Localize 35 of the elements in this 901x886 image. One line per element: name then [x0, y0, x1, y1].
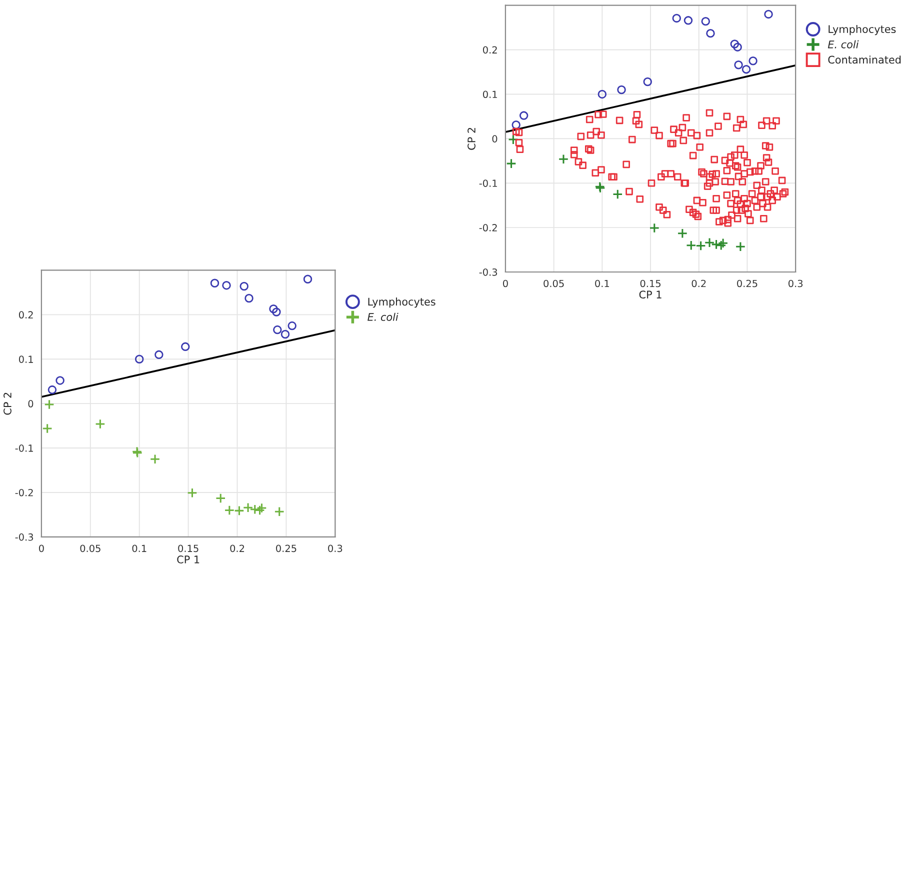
y-tick-label: 0.1 — [18, 356, 33, 363]
y-axis-title: CP 2 — [4, 392, 12, 415]
y-tick-label: 0 — [28, 400, 34, 408]
y-tick-label: 0.2 — [483, 46, 497, 54]
y-tick-label: -0.3 — [479, 268, 498, 276]
x-tick-label: 0.1 — [595, 280, 609, 288]
x-tick-label: 0.2 — [230, 544, 244, 552]
legend-label: Contaminated — [828, 56, 901, 64]
y-tick-label: 0 — [492, 135, 498, 142]
y-tick-label: -0.3 — [15, 533, 34, 541]
x-tick-label: 0.15 — [640, 280, 660, 288]
y-axis-title: CP 2 — [468, 128, 476, 150]
x-axis-title: CP 1 — [177, 556, 200, 564]
y-tick-label: -0.2 — [15, 488, 33, 496]
y-tick-label: -0.1 — [479, 180, 497, 187]
x-tick-label: 0.05 — [544, 280, 564, 288]
legend-label: Lymphocytes — [828, 24, 896, 36]
y-tick-label: -0.1 — [15, 444, 33, 452]
y-tick-label: 0.1 — [483, 90, 497, 98]
x-tick-label: 0.3 — [788, 280, 803, 288]
x-tick-label: 0.3 — [328, 544, 342, 552]
x-tick-label: 0.25 — [276, 544, 296, 552]
x-tick-label: 0.15 — [178, 544, 198, 552]
legend-label: E. coli — [368, 312, 398, 321]
legend-label: Lymphocytes — [368, 298, 436, 308]
x-tick-label: 0.2 — [692, 280, 706, 288]
x-tick-label: 0 — [503, 280, 508, 288]
y-tick-label: -0.2 — [479, 224, 497, 232]
x-tick-label: 0.1 — [132, 544, 146, 552]
x-tick-label: 0 — [38, 544, 44, 552]
y-tick-label: 0.2 — [18, 311, 33, 319]
x-axis-title: CP 1 — [639, 290, 662, 298]
x-tick-label: 0.05 — [80, 544, 100, 552]
legend-label: E. coli — [828, 40, 859, 48]
x-tick-label: 0.25 — [737, 280, 758, 288]
